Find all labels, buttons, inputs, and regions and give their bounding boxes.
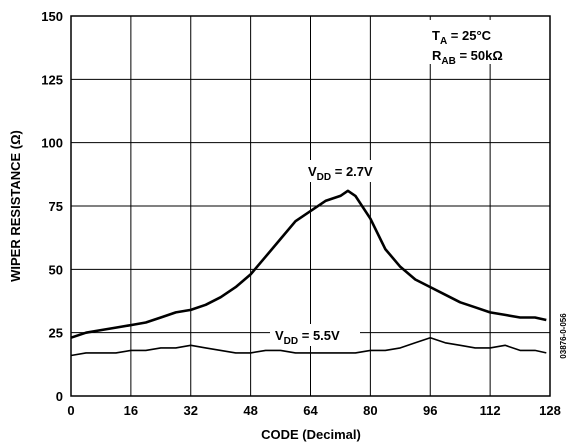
y-tick-label: 50 — [49, 262, 63, 277]
y-tick-label: 25 — [49, 326, 63, 341]
series-line-vdd-2v7 — [70, 189, 547, 339]
figure-code: 03876-0-056 — [559, 313, 568, 359]
x-tick-labels: 0 16 32 48 64 80 96 112 128 — [67, 403, 560, 418]
series-label-5v5: VDD = 5.5V — [275, 328, 340, 347]
y-tick-label: 0 — [56, 389, 63, 404]
x-tick-label: 80 — [363, 403, 377, 418]
series-line-vdd-5v5 — [70, 336, 547, 357]
series-label-5v5-background — [270, 324, 360, 346]
series-label-2v7-background — [303, 160, 393, 182]
x-tick-label: 112 — [480, 403, 501, 418]
y-tick-label: 125 — [41, 72, 63, 87]
x-tick-label: 64 — [303, 403, 318, 418]
x-tick-label: 128 — [539, 403, 561, 418]
series-lines — [70, 189, 547, 357]
x-tick-label: 16 — [124, 403, 138, 418]
y-tick-label: 100 — [41, 136, 63, 151]
series-label-2v7: VDD = 2.7V — [308, 164, 373, 183]
y-tick-label: 150 — [41, 9, 63, 24]
grid — [71, 16, 550, 396]
y-axis-label: WIPER RESISTANCE (Ω) — [8, 130, 23, 282]
x-axis-label: CODE (Decimal) — [261, 427, 361, 442]
y-tick-label: 75 — [49, 199, 63, 214]
x-tick-label: 32 — [184, 403, 198, 418]
x-tick-label: 48 — [243, 403, 257, 418]
rab-annotation: RAB = 50kΩ — [432, 48, 503, 67]
x-tick-label: 96 — [423, 403, 437, 418]
x-tick-label: 0 — [67, 403, 74, 418]
plot-frame — [70, 15, 551, 397]
y-tick-labels: 0 25 50 75 100 125 150 — [41, 9, 63, 404]
ta-annotation: TA = 25°C — [432, 28, 492, 47]
conditions-background — [424, 20, 544, 64]
